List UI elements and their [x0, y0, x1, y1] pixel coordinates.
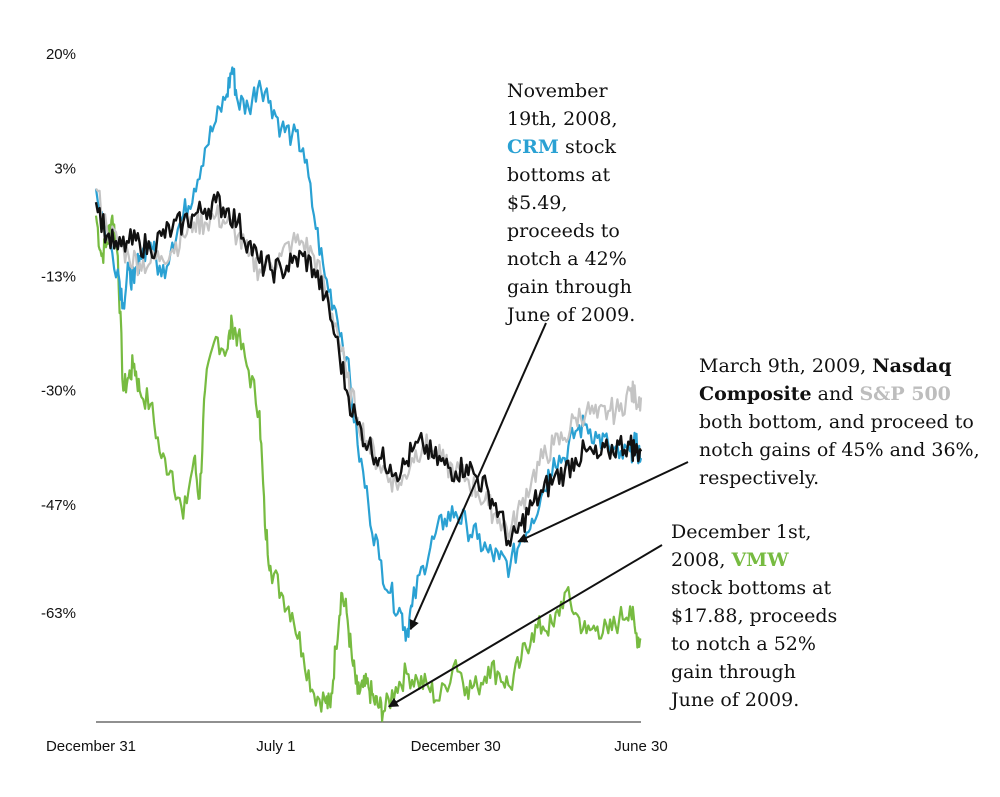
annotation-index-text-1: March 9th, 2009,	[699, 355, 873, 377]
x-tick-label: July 1	[256, 738, 295, 755]
y-tick-label: 3%	[54, 160, 76, 177]
y-tick-label: -63%	[41, 605, 76, 622]
annotation-vmw-text-2: stock bottoms at $17.88, proceeds to not…	[671, 577, 838, 711]
y-tick-label: 20%	[46, 46, 76, 63]
annotation-vmw: December 1st, 2008, VMW stock bottoms at…	[671, 518, 841, 714]
annotation-index-text-3: both bottom, and proceed to notch gains …	[699, 411, 980, 489]
annotation-arrows	[387, 322, 689, 708]
x-tick-label: December 31	[46, 738, 136, 755]
x-axis-ticks: December 31 July 1 December 30 June 30	[46, 738, 668, 755]
y-tick-label: -30%	[41, 383, 76, 400]
y-tick-label: -47%	[41, 497, 76, 514]
annotation-index-sp500: S&P 500	[859, 383, 951, 405]
series-line-vmw	[94, 214, 642, 723]
annotation-vmw-text-1: December 1st, 2008,	[671, 521, 812, 571]
y-axis-ticks: 20% 3% -13% -30% -47% -63%	[41, 46, 76, 622]
annotation-arrow	[517, 461, 689, 543]
annotation-crm-text-2: stock bottoms at $5.49, proceeds to notc…	[507, 136, 636, 326]
x-tick-label: December 30	[411, 738, 501, 755]
series-line-nasdaq-composite	[94, 191, 643, 547]
annotation-crm-text-1: November 19th, 2008,	[507, 80, 618, 130]
x-tick-label: June 30	[614, 738, 667, 755]
y-tick-label: -13%	[41, 268, 76, 285]
annotation-index-text-2: and	[811, 383, 860, 405]
annotation-vmw-highlight: VMW	[731, 549, 789, 571]
annotation-crm-highlight: CRM	[507, 136, 559, 158]
annotation-index: March 9th, 2009, Nasdaq Composite and S&…	[699, 352, 984, 492]
series-layer	[94, 66, 643, 723]
annotation-arrow	[387, 544, 663, 708]
annotation-arrow	[409, 322, 547, 631]
annotation-index-nasdaq: Nasdaq Composite	[699, 355, 952, 405]
annotation-crm: November 19th, 2008, CRM stock bottoms a…	[507, 77, 637, 329]
